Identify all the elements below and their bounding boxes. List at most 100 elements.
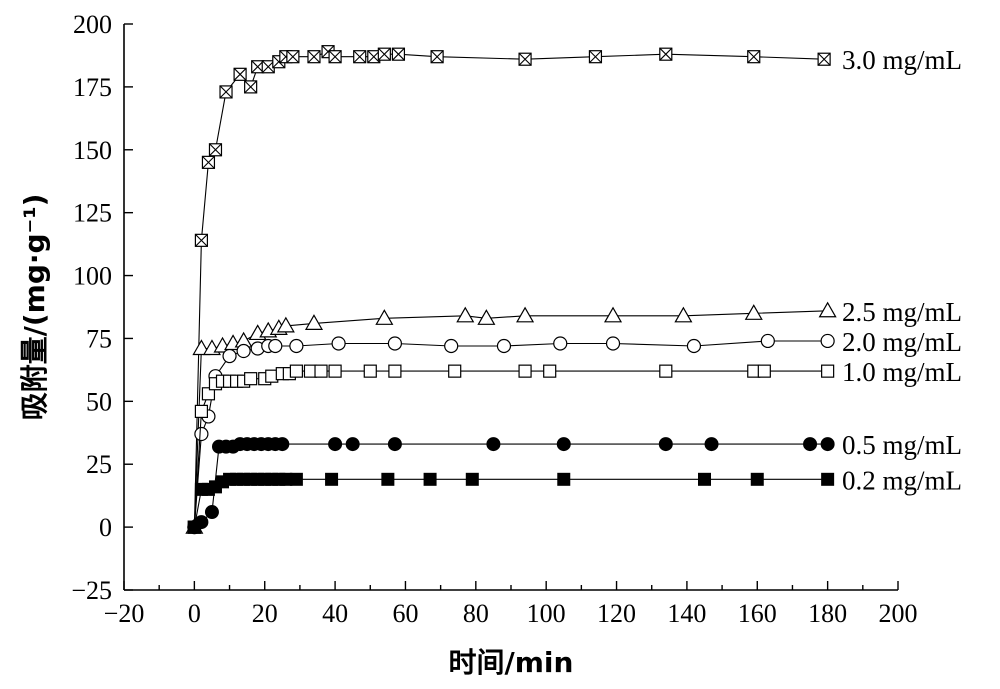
data-point [516, 306, 535, 323]
data-point [553, 336, 568, 351]
data-point [803, 437, 818, 452]
data-point [244, 80, 258, 94]
data-point [477, 309, 496, 325]
data-point [187, 520, 201, 534]
data-point [820, 333, 835, 349]
data-point [448, 364, 462, 378]
data-point [275, 437, 290, 452]
data-point [307, 50, 321, 64]
y-tick-label: 50 [86, 387, 112, 416]
y-tick-label: 200 [73, 10, 112, 39]
y-tick-label: 125 [73, 199, 112, 228]
data-point [375, 309, 394, 325]
data-point [603, 306, 623, 323]
data-point [194, 233, 208, 247]
data-point [818, 301, 837, 318]
data-point [496, 338, 512, 354]
data-point [219, 85, 233, 99]
data-point [543, 364, 557, 378]
data-point [757, 364, 771, 378]
data-point [659, 364, 673, 378]
x-axis-title: 时间/min [449, 646, 574, 679]
data-point [233, 67, 247, 81]
data-point [289, 472, 303, 486]
data-point [821, 364, 835, 378]
series-label: 0.2 mg/mL [842, 465, 962, 495]
plot-area: −20 0 20 40 60 80 100 120 140 160 180 200 −25 0 25 50 7… [71, 10, 962, 628]
data-point [314, 364, 328, 378]
data-point [194, 404, 208, 418]
x-tick-label: 180 [808, 599, 847, 628]
data-point [345, 437, 360, 452]
data-point [387, 336, 402, 351]
x-tick-label: 0 [188, 599, 201, 628]
data-point [456, 306, 475, 323]
data-point [556, 437, 571, 452]
y-tick-label: 175 [73, 73, 112, 102]
y-axis-title: 吸附量/(mg·g⁻¹) [18, 194, 51, 421]
series-line [193, 478, 828, 528]
data-point [388, 364, 402, 378]
series-2-0-mg-mL [187, 333, 835, 535]
data-point [276, 316, 295, 333]
x-tick-label: 200 [879, 599, 918, 628]
data-point [518, 52, 532, 66]
data-point [588, 50, 603, 64]
data-point [605, 336, 621, 351]
data-point [430, 50, 444, 64]
data-point [194, 426, 209, 442]
data-point [204, 505, 219, 520]
x-axis-ticks: −20 0 20 40 60 80 100 120 140 160 180 200 [104, 581, 918, 628]
y-tick-label: −25 [71, 576, 112, 605]
data-point [328, 437, 343, 452]
series-label: 0.5 mg/mL [842, 430, 962, 460]
data-point [750, 472, 764, 486]
x-tick-label: 120 [597, 599, 636, 628]
data-point [222, 348, 237, 364]
y-tick-label: 0 [99, 513, 112, 542]
data-point [557, 472, 571, 486]
series-3-0-mg-mL [187, 45, 831, 534]
data-point [518, 364, 532, 378]
data-point [353, 50, 367, 64]
data-point [244, 372, 258, 386]
data-point [236, 343, 251, 359]
data-point [686, 338, 702, 354]
data-point [817, 52, 831, 66]
data-point [286, 50, 300, 64]
data-point [760, 333, 775, 349]
data-point [704, 437, 719, 452]
series-label: 2.0 mg/mL [842, 327, 962, 357]
data-point [328, 364, 342, 378]
data-point [747, 50, 761, 64]
data-point [659, 47, 673, 61]
series-line [193, 370, 828, 528]
x-tick-label: 60 [392, 599, 418, 628]
data-point [423, 472, 437, 486]
data-point [744, 304, 763, 320]
data-point [674, 306, 693, 323]
series-1-0-mg-mL [187, 364, 835, 534]
series-label: 2.5 mg/mL [842, 297, 962, 327]
x-tick-label: 40 [322, 599, 348, 628]
data-point [387, 437, 402, 452]
data-point [328, 50, 342, 64]
data-point [289, 364, 303, 378]
series-2-5-mg-mL [185, 301, 837, 534]
data-point [201, 387, 216, 401]
series-label: 3.0 mg/mL [842, 45, 962, 75]
data-point [331, 336, 346, 351]
data-point [391, 47, 406, 61]
y-axis-ticks: −25 0 25 50 75 100 125 150 175 200 [71, 10, 133, 605]
series-layer [185, 45, 837, 535]
y-tick-label: 75 [86, 324, 112, 353]
series-label: 1.0 mg/mL [842, 357, 962, 387]
x-tick-label: 80 [463, 599, 489, 628]
data-point [363, 364, 377, 378]
data-point [208, 143, 223, 157]
x-tick-label: 160 [738, 599, 777, 628]
data-point [658, 437, 673, 452]
x-tick-label: 140 [667, 599, 706, 628]
series-line [193, 51, 825, 528]
